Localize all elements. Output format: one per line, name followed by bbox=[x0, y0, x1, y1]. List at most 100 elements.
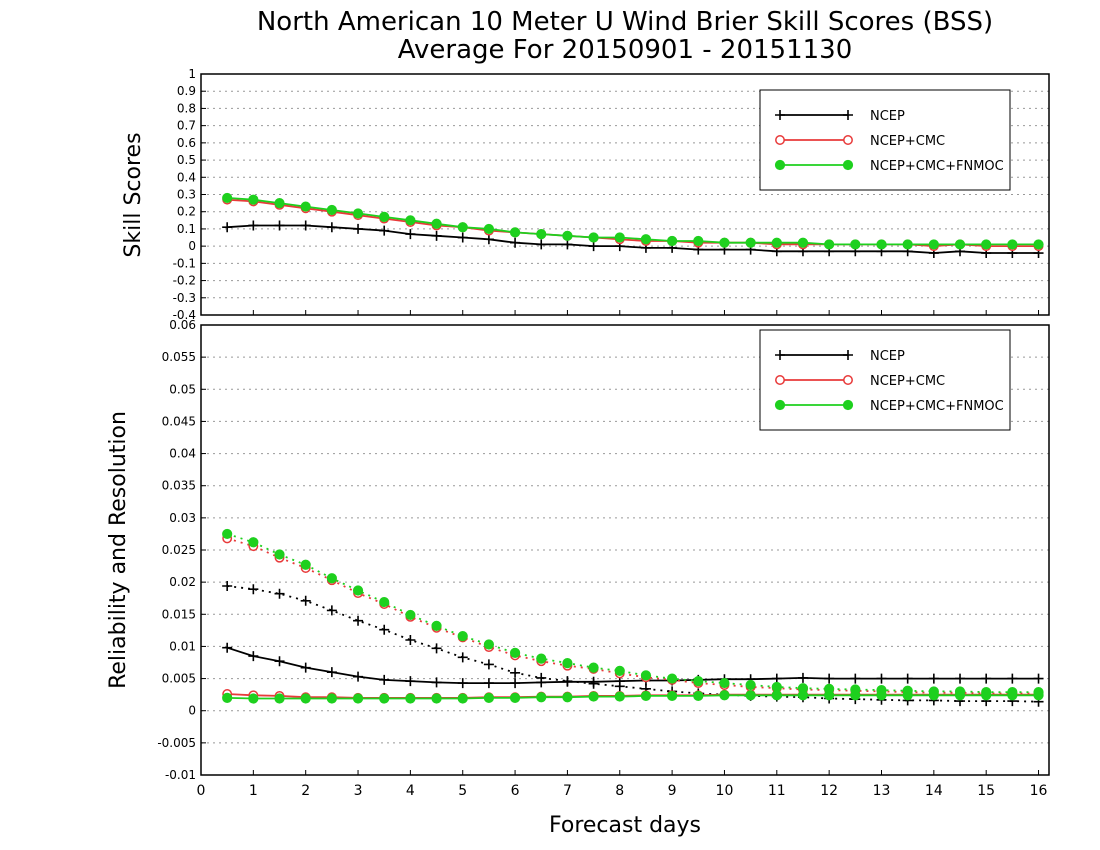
bottom-point-ncep-cmc-fnmoc-resolution bbox=[771, 681, 782, 693]
bottom-point-ncep-cmc-fnmoc-reliability bbox=[431, 693, 442, 704]
bottom-point-ncep-cmc-fnmoc-resolution bbox=[248, 537, 259, 548]
bottom-x-tick-label: 2 bbox=[301, 783, 310, 799]
top-point-ncep bbox=[326, 222, 337, 233]
bottom-point-ncep-reliability bbox=[222, 642, 233, 653]
top-point-ncep-cmc-fnmoc bbox=[326, 204, 337, 216]
top-point-ncep-cmc-fnmoc bbox=[562, 230, 573, 241]
bottom-point-ncep-cmc-fnmoc-resolution bbox=[379, 596, 390, 608]
bottom-point-ncep-resolution bbox=[300, 595, 311, 606]
top-point-ncep-cmc-fnmoc bbox=[640, 234, 652, 245]
bottom-point-ncep-cmc-fnmoc-resolution bbox=[562, 658, 573, 669]
bottom-point-ncep-reliability bbox=[248, 651, 259, 662]
top-legend-label-ncep: NCEP bbox=[870, 109, 905, 124]
top-legend-marker-ncep-cmc-fnmoc bbox=[842, 159, 854, 171]
bottom-y-axis-title: Reliability and Resolution bbox=[106, 411, 131, 689]
bottom-point-ncep-cmc-fnmoc-resolution bbox=[954, 686, 966, 697]
bottom-point-ncep-cmc-fnmoc-reliability bbox=[326, 693, 337, 704]
top-point-ncep-cmc-fnmoc bbox=[902, 239, 913, 250]
top-point-ncep bbox=[274, 220, 285, 231]
bottom-point-ncep-cmc-fnmoc-resolution bbox=[719, 677, 730, 689]
bottom-point-ncep-cmc-fnmoc-resolution bbox=[509, 647, 521, 658]
bottom-y-tick-label: 0.05 bbox=[169, 382, 196, 396]
top-legend-label-ncep-cmc-fnmoc: NCEP+CMC+FNMOC bbox=[870, 159, 1004, 174]
bottom-x-tick-label: 16 bbox=[1030, 783, 1048, 799]
chart-subtitle: Average For 20150901 - 20151130 bbox=[398, 35, 853, 65]
bottom-point-ncep-cmc-fnmoc-resolution bbox=[876, 685, 887, 696]
bottom-point-ncep-reliability bbox=[457, 678, 468, 689]
top-point-ncep-cmc-fnmoc bbox=[876, 239, 887, 250]
bottom-series-line-ncep-cmc-fnmoc-resolution bbox=[226, 533, 1039, 693]
top-y-tick-label: 0.6 bbox=[177, 136, 196, 150]
top-point-ncep bbox=[222, 222, 233, 233]
bottom-point-ncep-cmc-fnmoc-resolution bbox=[326, 573, 337, 584]
top-point-ncep bbox=[510, 237, 521, 248]
bottom-point-ncep-cmc-fnmoc-resolution bbox=[457, 631, 468, 642]
bottom-y-tick-label: -0.005 bbox=[157, 736, 196, 750]
bottom-point-ncep-resolution bbox=[510, 667, 521, 678]
top-legend-marker-ncep-cmc-fnmoc bbox=[774, 159, 786, 171]
top-point-ncep-cmc-fnmoc bbox=[509, 227, 521, 238]
top-point-ncep bbox=[562, 239, 573, 250]
top-point-ncep-cmc-fnmoc bbox=[274, 198, 285, 209]
bottom-legend-marker-ncep-cmc bbox=[775, 375, 785, 385]
top-point-ncep-cmc-fnmoc bbox=[300, 201, 311, 212]
bottom-point-ncep-reliability bbox=[326, 667, 337, 678]
bottom-y-tick-label: 0 bbox=[188, 704, 196, 718]
bottom-x-tick-label: 11 bbox=[768, 783, 786, 799]
bottom-y-tick-label: 0.025 bbox=[162, 543, 196, 557]
bottom-x-tick-label: 9 bbox=[668, 783, 677, 799]
bottom-point-ncep-resolution bbox=[405, 635, 416, 645]
bottom-legend-marker-ncep bbox=[775, 350, 785, 360]
top-point-ncep-cmc-fnmoc bbox=[352, 208, 364, 219]
top-y-tick-label: -0.2 bbox=[173, 274, 196, 288]
bottom-x-tick-label: 0 bbox=[197, 783, 206, 799]
bottom-point-ncep-cmc-fnmoc-resolution bbox=[222, 528, 233, 540]
bottom-y-tick-label: 0.035 bbox=[162, 479, 196, 493]
bottom-point-ncep-cmc-fnmoc-resolution bbox=[667, 673, 678, 684]
bottom-series-line-ncep-resolution bbox=[227, 585, 1039, 703]
bottom-point-ncep-reliability bbox=[300, 662, 311, 673]
bottom-point-ncep-cmc-fnmoc-resolution bbox=[536, 653, 547, 664]
bottom-x-tick-label: 6 bbox=[511, 783, 520, 799]
bottom-x-tick-label: 1 bbox=[249, 783, 258, 799]
bottom-point-ncep-cmc-fnmoc-resolution bbox=[614, 665, 625, 676]
top-point-ncep bbox=[248, 220, 259, 231]
top-legend-marker-ncep bbox=[775, 110, 785, 120]
bottom-x-tick-label: 15 bbox=[977, 783, 995, 799]
bottom-point-ncep-cmc-fnmoc-resolution bbox=[483, 639, 495, 650]
bottom-y-tick-label: 0.03 bbox=[169, 511, 196, 525]
bottom-point-ncep-resolution bbox=[614, 681, 625, 692]
top-point-ncep bbox=[379, 225, 390, 236]
bottom-point-ncep-cmc-fnmoc-resolution bbox=[824, 683, 835, 694]
bottom-point-ncep-cmc-fnmoc-resolution bbox=[405, 609, 416, 621]
bottom-x-tick-label: 13 bbox=[873, 783, 891, 799]
bottom-point-ncep-resolution bbox=[457, 652, 468, 663]
bottom-point-ncep-cmc-fnmoc-reliability bbox=[771, 690, 782, 701]
bottom-point-ncep-cmc-fnmoc-resolution bbox=[588, 662, 599, 673]
bottom-point-ncep-resolution bbox=[431, 643, 442, 654]
bottom-point-ncep-resolution bbox=[222, 581, 233, 591]
top-y-tick-label: 0.9 bbox=[177, 84, 196, 98]
bottom-point-ncep-reliability bbox=[1007, 673, 1018, 684]
bottom-point-ncep-cmc-fnmoc-resolution bbox=[928, 686, 939, 697]
bottom-y-tick-label: 0.04 bbox=[169, 447, 196, 461]
bottom-legend-label-ncep-cmc: NCEP+CMC bbox=[870, 374, 945, 389]
top-point-ncep-cmc-fnmoc bbox=[405, 215, 416, 226]
bottom-point-ncep-cmc-fnmoc-resolution bbox=[797, 683, 809, 694]
top-legend-marker-ncep-cmc bbox=[843, 135, 853, 145]
bottom-point-ncep-reliability bbox=[379, 674, 390, 685]
bottom-legend-marker-ncep-cmc-fnmoc bbox=[842, 399, 854, 411]
bottom-point-ncep-cmc-fnmoc-resolution bbox=[274, 549, 285, 560]
top-point-ncep-cmc-fnmoc bbox=[457, 222, 468, 233]
bottom-point-ncep-resolution bbox=[274, 588, 285, 599]
bottom-point-ncep-cmc-fnmoc-reliability bbox=[562, 692, 573, 703]
top-y-tick-label: 0 bbox=[188, 239, 196, 253]
bottom-point-ncep-reliability bbox=[405, 676, 416, 687]
bottom-legend-marker-ncep-cmc-fnmoc bbox=[774, 399, 786, 411]
top-point-ncep-cmc-fnmoc bbox=[379, 211, 390, 222]
top-y-tick-label: 0.2 bbox=[177, 205, 196, 219]
bottom-series-line-ncep-cmc-resolution bbox=[226, 537, 1039, 695]
top-point-ncep bbox=[353, 223, 364, 234]
bottom-point-ncep-cmc-fnmoc-reliability bbox=[693, 690, 704, 702]
